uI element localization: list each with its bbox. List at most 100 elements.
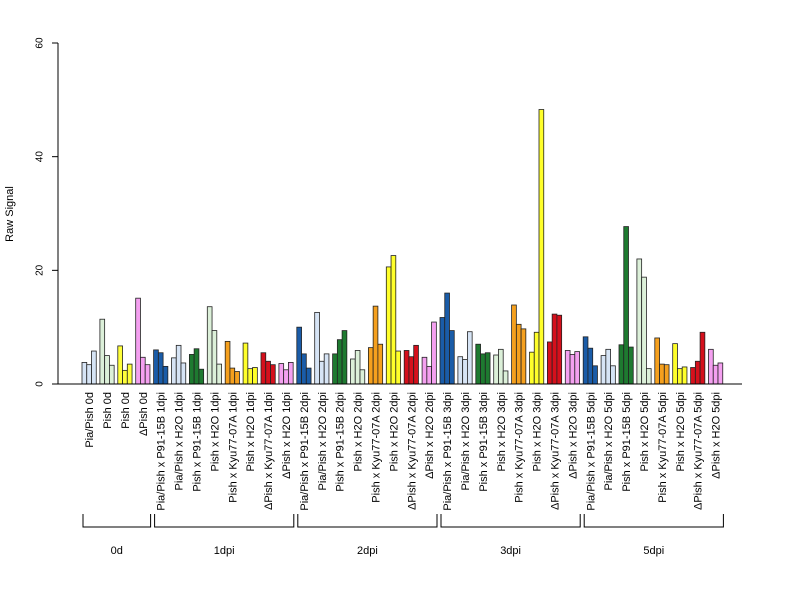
- bar-24-0: [511, 304, 517, 385]
- category-label-28: Pia/Pish x P91-15B 5dpi: [585, 392, 597, 511]
- bar-14-2: [341, 330, 348, 385]
- bar-18-1: [408, 356, 415, 385]
- bar-9-0: [242, 342, 249, 385]
- bar-4-2: [162, 365, 169, 385]
- bar-26-1: [551, 313, 558, 385]
- y-tick-label-1: 20: [35, 264, 46, 276]
- category-label-24: Pish x Kyu77-07A 3dpi: [514, 392, 526, 503]
- group-brackets: 0d 1dpi 2dpi 3dpi 5dpi: [82, 514, 724, 557]
- bar-5-0: [171, 357, 177, 385]
- bar-31-1: [641, 276, 647, 385]
- bar-30-1: [623, 226, 629, 385]
- category-label-12: Pia/Pish x P91-15B 2dpi: [299, 392, 311, 511]
- bar-35-1: [712, 364, 719, 385]
- category-label-5: Pia/Pish x H2O 1dpi: [174, 392, 186, 490]
- bar-34-1: [694, 360, 701, 385]
- category-label-14: Pish x P91-15B 2dpi: [335, 392, 347, 492]
- bar-11-1: [283, 369, 289, 385]
- category-label-10: ΔPish x Kyu77-07A 1dpi: [263, 392, 275, 510]
- group-bracket-1: [154, 514, 295, 528]
- bar-32-0: [654, 337, 660, 385]
- category-label-23: Pish x H2O 3dpi: [496, 392, 508, 471]
- category-label-17: Pish x H2O 2dpi: [388, 392, 400, 471]
- bar-12-1: [301, 353, 307, 385]
- category-label-22: Pish x P91-15B 3dpi: [478, 392, 490, 492]
- bar-21-0: [457, 356, 464, 385]
- category-label-19: ΔPish x H2O 2dpi: [424, 392, 436, 479]
- bar-10-2: [270, 364, 276, 385]
- bar-13-1: [319, 360, 325, 385]
- category-label-25: Pish x H2O 3dpi: [532, 392, 544, 471]
- bar-3-1: [140, 356, 146, 385]
- bar-16-1: [372, 305, 379, 385]
- bar-8-2: [234, 371, 240, 385]
- category-label-9: Pish x H2O 1dpi: [245, 392, 257, 471]
- category-label-33: Pish x H2O 5dpi: [675, 392, 687, 471]
- bar-22-1: [480, 353, 486, 385]
- bar-30-2: [628, 346, 634, 385]
- bar-19-0: [421, 356, 428, 385]
- bar-7-0: [206, 306, 213, 385]
- bar-14-1: [336, 339, 343, 385]
- group-label-4: 5dpi: [643, 545, 664, 557]
- category-labels: Pia/Pish 0d Pish 0d Pish 0d ΔPish 0d Pia/Pis…: [84, 392, 723, 511]
- bar-20-2: [449, 330, 455, 385]
- bar-25-1: [533, 331, 540, 385]
- bar-28-0: [582, 336, 589, 385]
- bar-6-1: [193, 348, 200, 385]
- bar-22-0: [475, 343, 481, 385]
- bar-0-1: [86, 364, 92, 385]
- group-label-2: 2dpi: [357, 545, 378, 557]
- category-label-11: ΔPish x H2O 1dpi: [281, 392, 293, 479]
- category-label-15: Pish x H2O 2dpi: [353, 392, 365, 471]
- bar-25-0: [529, 351, 535, 385]
- bar-0-2: [91, 350, 97, 385]
- bar-32-2: [663, 364, 670, 385]
- bar-14-0: [332, 353, 338, 385]
- category-label-8: Pish x Kyu77-07A 1dpi: [227, 392, 239, 503]
- bar-5-2: [180, 362, 187, 385]
- bar-27-2: [574, 351, 580, 385]
- bar-15-0: [350, 358, 356, 385]
- bar-18-2: [413, 344, 419, 385]
- bar-34-0: [690, 367, 696, 385]
- y-tick-label-0: 0: [35, 381, 46, 387]
- bar-9-2: [252, 367, 258, 385]
- bar-23-0: [493, 354, 499, 385]
- category-label-16: Pish x Kyu77-07A 2dpi: [371, 392, 383, 503]
- bar-17-0: [385, 266, 392, 385]
- bar-24-2: [520, 328, 527, 385]
- bar-3-0: [135, 297, 141, 385]
- bar-6-0: [188, 354, 195, 385]
- bar-7-2: [216, 363, 222, 385]
- bar-30-0: [618, 344, 625, 385]
- bar-7-1: [211, 330, 218, 385]
- bar-22-2: [484, 352, 491, 385]
- y-tick-label-3: 60: [35, 37, 46, 49]
- category-label-2: Pish 0d: [120, 392, 132, 429]
- bar-33-0: [672, 343, 678, 385]
- category-label-26: ΔPish x Kyu77-07A 3dpi: [550, 392, 562, 510]
- bar-2-0: [117, 345, 123, 385]
- bar-25-2: [538, 109, 545, 385]
- bar-26-0: [547, 341, 553, 385]
- bar-1-1: [104, 355, 110, 385]
- bar-1-0: [99, 318, 106, 385]
- bar-27-1: [569, 354, 576, 385]
- category-label-13: Pia/Pish x H2O 2dpi: [317, 392, 329, 490]
- category-label-21: Pia/Pish x H2O 3dpi: [460, 392, 472, 490]
- bar-16-2: [377, 343, 384, 385]
- bar-1-2: [109, 364, 115, 385]
- bar-34-2: [699, 331, 706, 385]
- bar-2-2: [126, 363, 133, 385]
- bar-9-1: [247, 368, 254, 385]
- category-label-6: Pish x P91-15B 1dpi: [192, 392, 204, 492]
- bar-23-1: [498, 348, 504, 385]
- bar-11-0: [278, 363, 285, 385]
- bar-4-0: [153, 349, 159, 385]
- bar-4-1: [157, 352, 164, 385]
- group-bracket-3: [440, 514, 581, 528]
- group-bracket-2: [297, 514, 438, 528]
- bar-13-0: [314, 311, 320, 385]
